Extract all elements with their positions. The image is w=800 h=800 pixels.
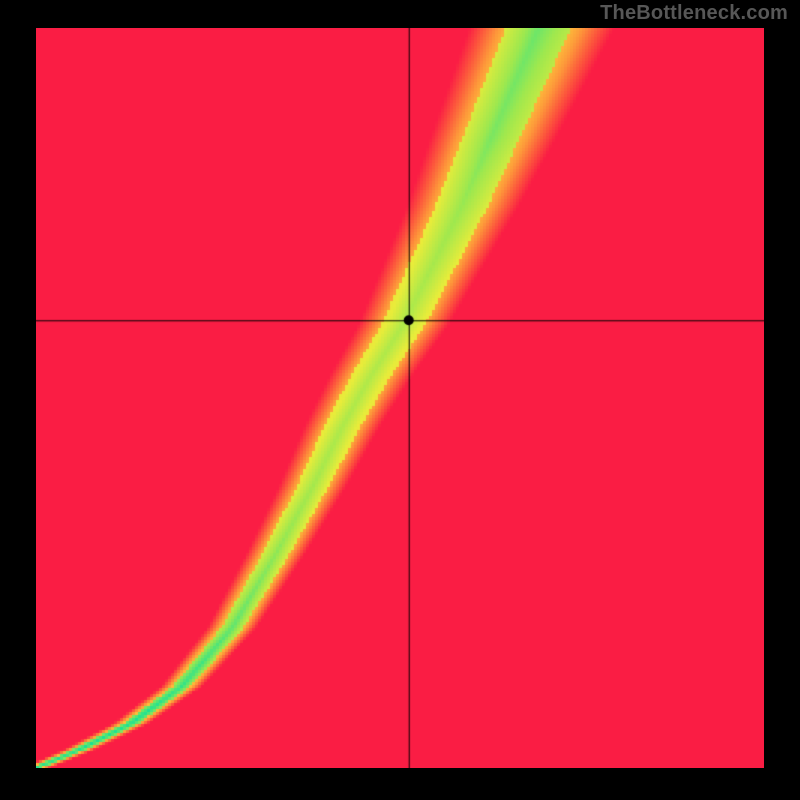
heatmap-canvas bbox=[36, 28, 764, 768]
chart-container: TheBottleneck.com bbox=[0, 0, 800, 800]
watermark-label: TheBottleneck.com bbox=[600, 2, 788, 25]
heatmap-plot bbox=[36, 28, 764, 768]
